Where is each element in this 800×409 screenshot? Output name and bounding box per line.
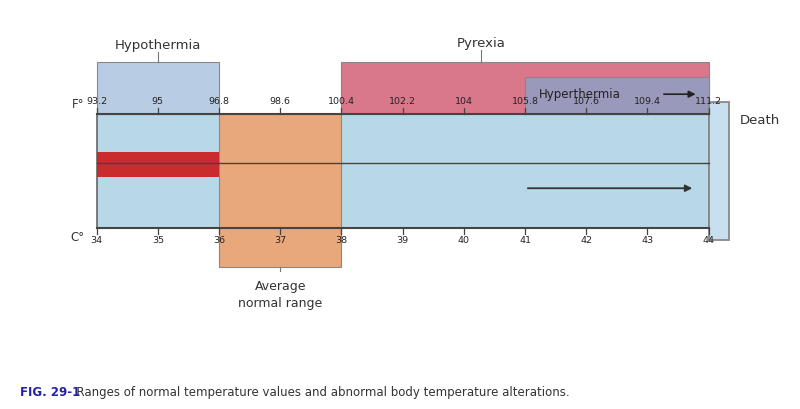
Text: 35: 35	[152, 236, 164, 245]
Text: 96.8: 96.8	[209, 97, 230, 106]
Text: 42: 42	[580, 236, 592, 245]
Text: Pyrexia: Pyrexia	[457, 37, 506, 49]
Text: F°: F°	[72, 98, 85, 110]
Text: 95: 95	[152, 97, 164, 106]
Text: 36: 36	[213, 236, 225, 245]
Text: Hyperthermia: Hyperthermia	[538, 88, 621, 101]
Text: Average
normal range: Average normal range	[238, 280, 322, 310]
Text: 44: 44	[702, 236, 714, 245]
Bar	[709, 101, 729, 240]
Text: 100.4: 100.4	[328, 97, 355, 106]
Text: 38: 38	[335, 236, 347, 245]
Bar	[97, 153, 219, 177]
Text: 93.2: 93.2	[86, 97, 107, 106]
Bar	[219, 114, 342, 267]
Text: Hypothermia: Hypothermia	[114, 39, 201, 52]
Text: 104: 104	[455, 97, 473, 106]
Bar	[97, 62, 219, 114]
Bar	[525, 77, 709, 114]
Text: 98.6: 98.6	[270, 97, 290, 106]
Text: 109.4: 109.4	[634, 97, 661, 106]
Text: 40: 40	[458, 236, 470, 245]
Text: C°: C°	[70, 231, 85, 244]
Text: 39: 39	[397, 236, 409, 245]
Text: 41: 41	[519, 236, 531, 245]
Text: 105.8: 105.8	[511, 97, 538, 106]
Text: FIG. 29-1: FIG. 29-1	[20, 386, 80, 399]
Text: 37: 37	[274, 236, 286, 245]
Bar	[97, 114, 709, 228]
Text: 102.2: 102.2	[389, 97, 416, 106]
Text: 43: 43	[642, 236, 654, 245]
Text: 111.2: 111.2	[695, 97, 722, 106]
Text: 34: 34	[90, 236, 102, 245]
Text: 107.6: 107.6	[573, 97, 600, 106]
Text: Ranges of normal temperature values and abnormal body temperature alterations.: Ranges of normal temperature values and …	[69, 386, 570, 399]
Text: Death: Death	[739, 114, 779, 127]
Bar	[342, 62, 709, 114]
